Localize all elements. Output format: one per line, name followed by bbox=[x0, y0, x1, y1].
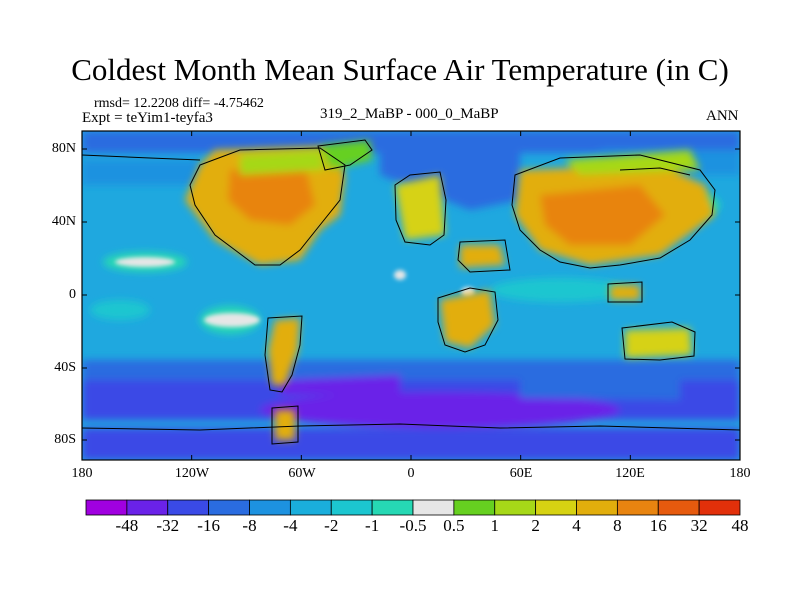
colorbar-swatch bbox=[208, 499, 250, 516]
map-field bbox=[82, 131, 740, 460]
land-anomaly-field bbox=[185, 140, 715, 440]
colorbar-label: 1 bbox=[490, 516, 500, 535]
x-tick-180w: 180 bbox=[71, 466, 93, 481]
ocean-anomaly-field bbox=[82, 131, 740, 460]
x-tick-120e: 120E bbox=[615, 466, 645, 481]
colorbar-label: 4 bbox=[572, 516, 581, 535]
coastlines bbox=[82, 139, 740, 445]
season-text: ANN bbox=[706, 108, 739, 124]
colorbar-label: 8 bbox=[613, 516, 622, 535]
colorbar-label: -48 bbox=[115, 516, 139, 535]
y-tick-80s: 80S bbox=[54, 432, 76, 447]
colorbar-swatch bbox=[412, 499, 455, 516]
colorbar-label: -2 bbox=[324, 516, 339, 535]
colorbar-swatch bbox=[167, 499, 210, 516]
colorbar-label: 2 bbox=[531, 516, 540, 535]
colorbar-swatch bbox=[657, 499, 700, 516]
colorbar-swatch bbox=[698, 499, 741, 516]
y-tick-80n: 80N bbox=[51, 141, 76, 156]
colorbar-swatch bbox=[85, 499, 128, 516]
colorbar-swatch bbox=[576, 499, 618, 516]
colorbar-label: -0.5 bbox=[399, 516, 427, 535]
chart-title: Coldest Month Mean Surface Air Temperatu… bbox=[71, 52, 729, 87]
colorbar-swatch bbox=[289, 499, 332, 516]
colorbar-swatch bbox=[535, 499, 577, 516]
colorbar-label: 0.5 bbox=[443, 516, 465, 535]
colorbar-swatch bbox=[249, 499, 291, 516]
x-tick-120w: 120W bbox=[174, 466, 210, 481]
axis-ticks bbox=[81, 131, 741, 460]
y-tick-0: 0 bbox=[69, 287, 76, 302]
colorbar-label: -8 bbox=[242, 516, 257, 535]
colorbar-label: 32 bbox=[690, 516, 708, 535]
colorbar-label: -4 bbox=[283, 516, 298, 535]
y-tick-40s: 40S bbox=[54, 360, 76, 375]
colorbar-label: -16 bbox=[197, 516, 220, 535]
colorbar-label: 16 bbox=[649, 516, 667, 535]
stats-text: rmsd= 12.2208 diff= -4.75462 bbox=[94, 96, 264, 111]
colorbar-swatch bbox=[126, 499, 169, 516]
colorbar-swatch bbox=[371, 499, 414, 516]
x-tick-60w: 60W bbox=[288, 466, 316, 481]
y-tick-40n: 40N bbox=[51, 214, 76, 229]
colorbar-swatch bbox=[616, 499, 659, 516]
x-tick-0: 0 bbox=[407, 466, 415, 481]
colorbar-swatch bbox=[330, 499, 373, 516]
colorbar-label: 48 bbox=[731, 516, 749, 535]
colorbar-swatch bbox=[453, 499, 496, 516]
colorbar bbox=[85, 499, 741, 516]
period-text: 319_2_MaBP - 000_0_MaBP bbox=[320, 106, 499, 122]
x-tick-60e: 60E bbox=[509, 466, 533, 481]
colorbar-swatch bbox=[494, 499, 537, 516]
x-tick-180e: 180 bbox=[729, 466, 751, 481]
colorbar-label: -32 bbox=[156, 516, 180, 535]
experiment-text: Expt = teYim1-teyfa3 bbox=[82, 110, 213, 126]
colorbar-label: -1 bbox=[365, 516, 380, 535]
